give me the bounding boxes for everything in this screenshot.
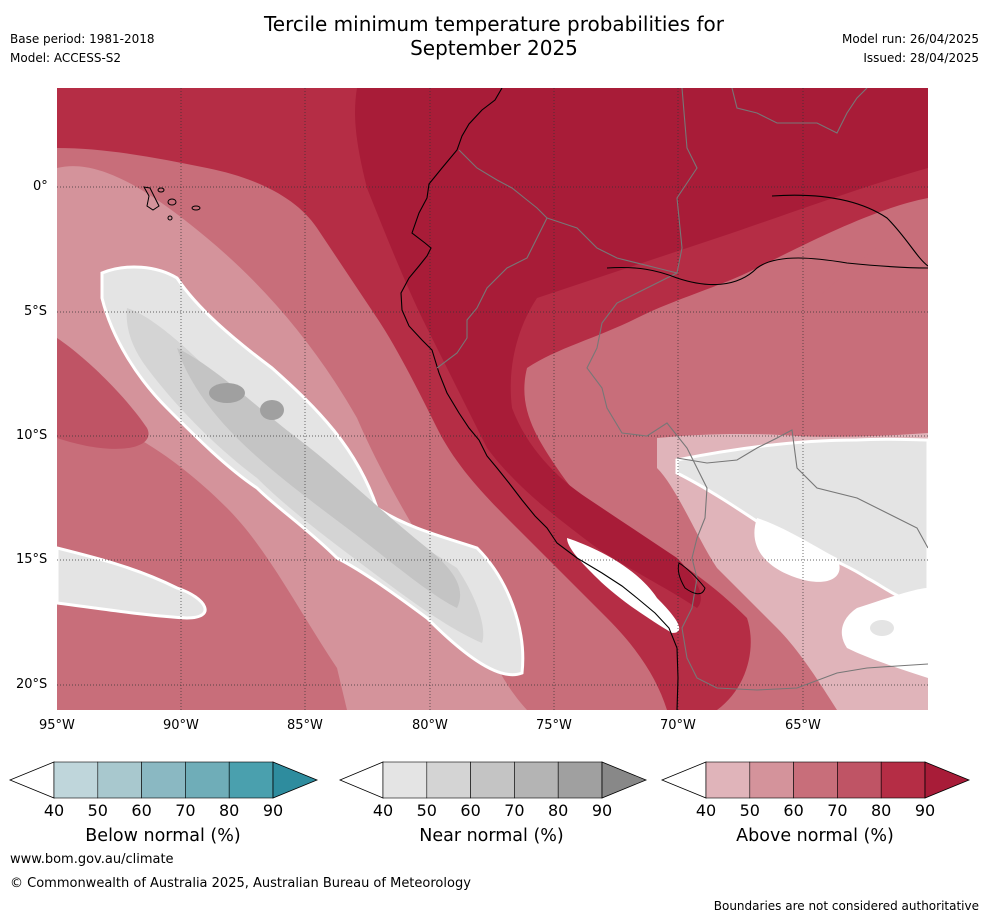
above-60-region-east xyxy=(786,208,928,384)
colorbar-bin xyxy=(97,761,142,799)
above-90-region xyxy=(355,88,928,608)
probability-map xyxy=(57,88,928,710)
colorbar-bin xyxy=(705,761,751,799)
colorbar-below-title: Below normal (%) xyxy=(85,826,241,846)
colorbar-high-extension xyxy=(601,761,648,799)
border-ecuador-peru xyxy=(436,149,548,369)
page-title: Tercile minimum temperature probabilitie… xyxy=(0,12,988,60)
colorbar-bin xyxy=(426,761,471,799)
base-period-label: Base period: 1981-2018 xyxy=(10,32,155,46)
colorbar-tick-label: 80 xyxy=(219,801,240,820)
colorbar-tick-label: 90 xyxy=(591,801,613,820)
colorbar-high-extension xyxy=(272,761,319,799)
colorbars xyxy=(8,761,971,799)
map-fill-layer xyxy=(57,88,928,710)
title-line-1: Tercile minimum temperature probabilitie… xyxy=(263,12,725,36)
colorbar-low-extension xyxy=(660,761,707,799)
colorbar-tick-label: 70 xyxy=(175,801,196,820)
footer-disclaimer: Boundaries are not considered authoritat… xyxy=(713,899,979,913)
lon-label-75w: 75°W xyxy=(536,718,572,733)
colorbar-tick-label: 60 xyxy=(460,801,481,820)
colorbar-above-title: Above normal (%) xyxy=(736,826,894,846)
colorbar-tick-label: 80 xyxy=(871,801,892,820)
colorbar-near-normal xyxy=(338,761,648,799)
colorbar-tick-label: 60 xyxy=(131,801,152,820)
colorbar-tick-label: 90 xyxy=(914,801,936,820)
lon-label-85w: 85°W xyxy=(287,718,323,733)
lat-label-20s: 20°S xyxy=(16,677,48,692)
graticule xyxy=(57,88,928,710)
rio-negro xyxy=(771,194,928,267)
galapagos-islands xyxy=(143,186,201,221)
lon-label-65w: 65°W xyxy=(785,718,821,733)
colorbar-low-extension xyxy=(338,761,384,799)
colorbar-bin xyxy=(141,761,186,799)
colorbar-tick-label: 40 xyxy=(372,801,394,820)
lat-label-15s: 15°S xyxy=(16,552,48,567)
near-40-region-sw xyxy=(57,546,207,620)
colorbar-low-extension xyxy=(8,761,55,799)
colorbar-bin xyxy=(185,761,230,799)
model-label: Model: ACCESS-S2 xyxy=(10,51,122,65)
colorbar-below-normal xyxy=(8,761,319,799)
colorbar-tick-label: 70 xyxy=(827,801,848,820)
footer-copyright: © Commonwealth of Australia 2025, Austra… xyxy=(10,876,471,891)
lon-label-90w: 90°W xyxy=(163,718,199,733)
colorbar-bin xyxy=(880,761,926,799)
near-40-blob-se xyxy=(870,620,894,636)
near-80-blob-1 xyxy=(209,383,245,403)
lat-label-10s: 10°S xyxy=(16,428,48,443)
white-region-east xyxy=(754,518,840,582)
lon-label-95w: 95°W xyxy=(39,718,75,733)
colorbar-tick-label: 50 xyxy=(87,801,108,820)
lat-label-0: 0° xyxy=(33,179,48,194)
footer-url[interactable]: www.bom.gov.au/climate xyxy=(10,852,174,867)
amazon-river xyxy=(606,257,928,286)
title-line-2: September 2025 xyxy=(410,36,578,60)
above-60-region-sw xyxy=(57,408,347,710)
colorbar-bin xyxy=(793,761,838,799)
near-80-blob-2 xyxy=(260,400,284,420)
near-60-region xyxy=(177,348,461,608)
above-70-region-w xyxy=(57,338,149,449)
colorbar-above-normal xyxy=(660,761,971,799)
colorbar-near-title: Near normal (%) xyxy=(419,826,564,846)
colorbar-tick-label: 70 xyxy=(504,801,525,820)
colorbar-tick-label: 90 xyxy=(262,801,284,820)
colorbar-bin xyxy=(837,761,882,799)
colorbar-tick-label: 50 xyxy=(416,801,437,820)
colorbar-tick-label: 80 xyxy=(548,801,569,820)
colorbar-bin xyxy=(382,761,428,799)
colorbar-high-extension xyxy=(924,761,971,799)
colorbar-tick-label: 50 xyxy=(739,801,760,820)
colorbar-bin xyxy=(228,761,274,799)
border-bolivia-brazil xyxy=(676,429,928,549)
border-north xyxy=(731,88,868,134)
colorbar-tick-label: 40 xyxy=(43,801,65,820)
lake-titicaca xyxy=(677,562,706,595)
colorbar-bin xyxy=(514,761,559,799)
lon-label-80w: 80°W xyxy=(412,718,448,733)
colorbar-bin xyxy=(557,761,603,799)
issued-label: Issued: 28/04/2025 xyxy=(863,51,979,65)
colorbar-bin xyxy=(749,761,794,799)
colorbar-tick-label: 40 xyxy=(695,801,717,820)
coastline xyxy=(400,88,679,710)
colorbar-bin xyxy=(470,761,515,799)
border-peru-bolivia xyxy=(586,272,928,691)
model-run-label: Model run: 26/04/2025 xyxy=(841,32,979,46)
colorbar-bin xyxy=(53,761,99,799)
lon-label-70w: 70°W xyxy=(660,718,696,733)
lat-label-5s: 5°S xyxy=(24,304,48,319)
colorbar-tick-label: 60 xyxy=(783,801,804,820)
